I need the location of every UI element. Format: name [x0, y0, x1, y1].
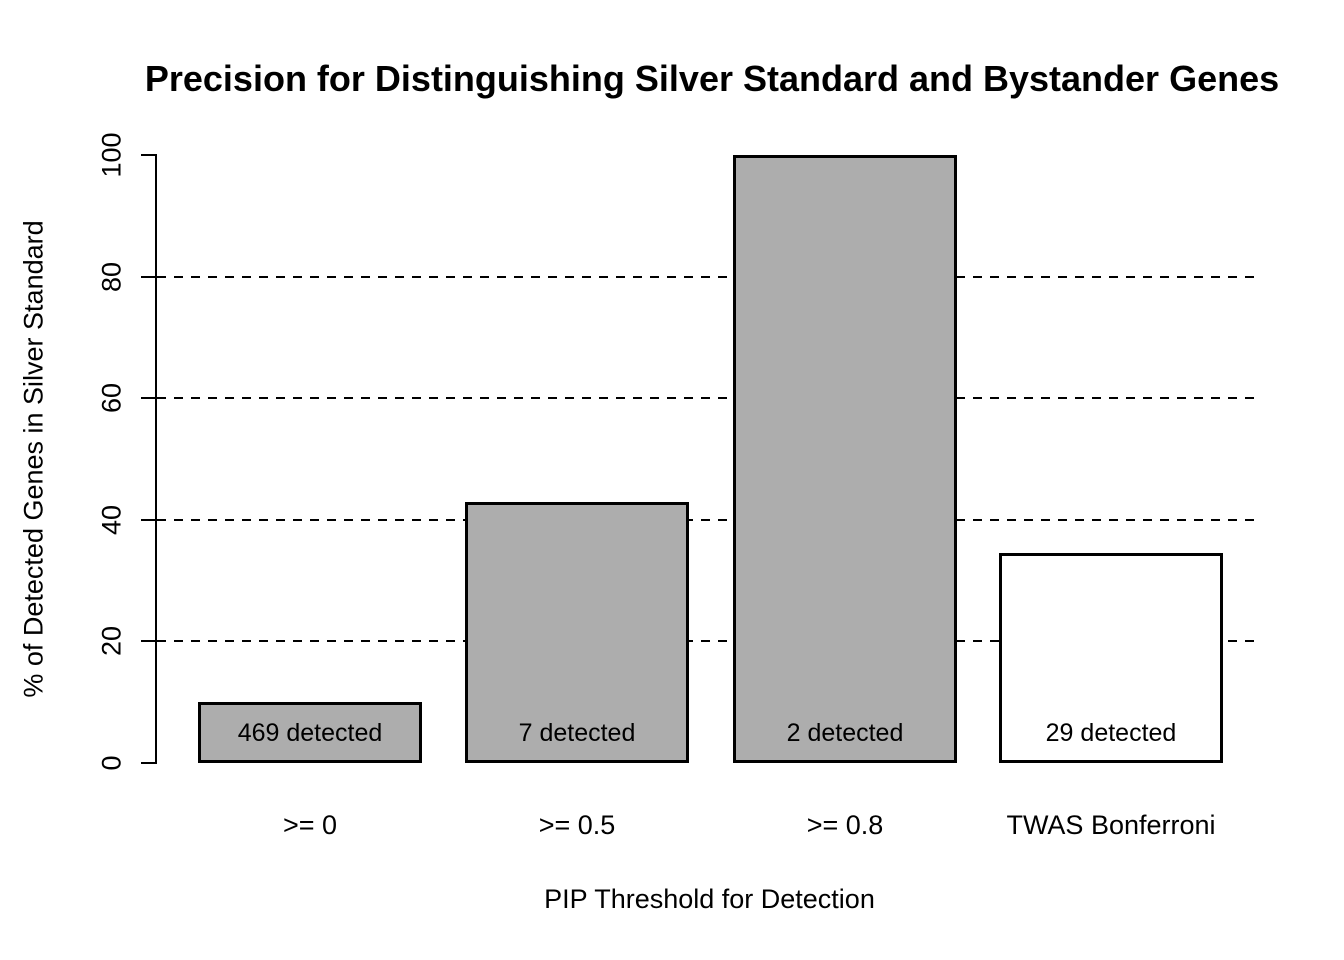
gridline [157, 275, 1262, 278]
bar-count-label: 7 detected [518, 719, 636, 747]
bar-3: 2 detected [733, 155, 957, 763]
bar-2: 7 detected [465, 502, 689, 763]
x-category-label: >= 0 [282, 810, 338, 840]
chart-title: Precision for Distinguishing Silver Stan… [144, 58, 1280, 99]
y-axis-line [155, 154, 157, 764]
bar-1: 469 detected [198, 702, 422, 763]
y-axis-tick-label-text: 80 [96, 261, 127, 292]
y-axis-tick-label-text: 100 [96, 132, 127, 178]
y-axis-tick-label-text: 60 [96, 383, 127, 414]
x-category-label: >= 0.8 [806, 810, 884, 840]
x-axis-title: PIP Threshold for Detection [544, 884, 875, 914]
y-axis-tick [141, 640, 156, 643]
y-axis-title-text: % of Detected Genes in Silver Standard [18, 220, 49, 698]
y-axis-tick [141, 762, 156, 764]
y-axis-tick [141, 397, 156, 400]
gridline [157, 640, 1262, 643]
y-axis-tick [141, 154, 156, 156]
plot-area: 469 detected 7 detected 2 detected 29 detec… [157, 155, 1262, 763]
gridline [157, 397, 1262, 400]
x-category-label: >= 0.5 [538, 810, 616, 840]
y-axis-tick-label-text: 0 [96, 755, 127, 771]
bar-count-label: 29 detected [1045, 719, 1177, 747]
y-axis-tick [141, 275, 156, 278]
y-axis-tick [141, 518, 156, 521]
bar-count-label: 469 detected [237, 719, 383, 747]
y-axis-tick-label-text: 40 [96, 504, 127, 535]
x-category-label: TWAS Bonferroni [1006, 810, 1216, 840]
bar-4: 29 detected [999, 553, 1223, 763]
gridline [157, 518, 1262, 521]
bar-count-label: 2 detected [786, 719, 904, 747]
y-axis-tick-label-text: 20 [96, 626, 127, 657]
